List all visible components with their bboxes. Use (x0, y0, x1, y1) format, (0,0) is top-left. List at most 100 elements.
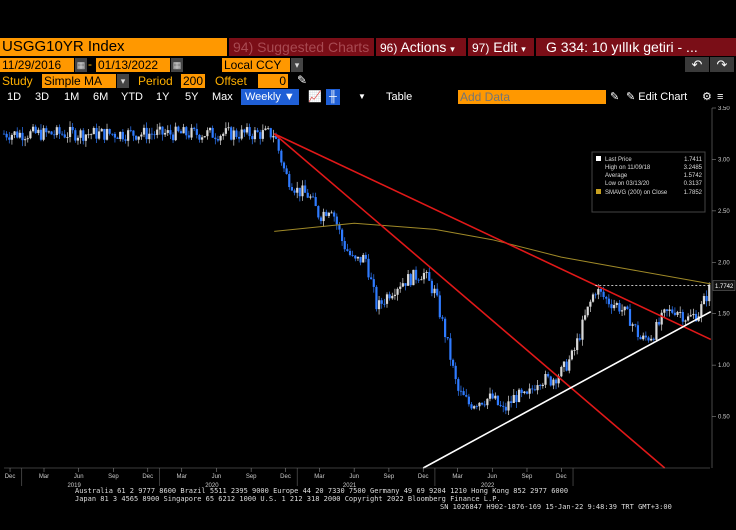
year-label: 2022 (481, 483, 495, 489)
candle-body (708, 284, 711, 302)
candle-body (66, 137, 69, 138)
candle-body (164, 132, 167, 135)
candle-body (314, 197, 317, 207)
candle-body (24, 139, 27, 141)
candle-body (502, 405, 505, 407)
pencil-icon[interactable]: ✎ (297, 73, 308, 87)
study-bar: Study Simple MA ▾ Period 200 Offset 0 ✎ (0, 73, 736, 88)
candle-body (156, 129, 159, 135)
candle-body (90, 134, 93, 135)
tab-1y[interactable]: 1Y (156, 91, 170, 103)
candle-body (399, 286, 402, 289)
candle-body (597, 288, 600, 295)
tab-max[interactable]: Max (212, 91, 233, 103)
candle-body (277, 138, 280, 151)
candle-body (195, 128, 198, 135)
candle-body (573, 350, 576, 351)
suggested-charts-button[interactable]: 94) Suggested Charts (229, 38, 374, 56)
candle-body (436, 288, 439, 296)
frequency-select[interactable]: Weekly ▼ (241, 89, 299, 105)
candle-body (311, 196, 315, 198)
period-field[interactable]: 200 (181, 74, 205, 88)
chevron-down-icon[interactable]: ▾ (117, 74, 129, 88)
tab-5y[interactable]: 5Y (185, 91, 199, 103)
candle-body (348, 250, 352, 256)
candle-body (401, 283, 404, 287)
tab-1d[interactable]: 1D (7, 91, 22, 103)
candle-body (465, 395, 468, 397)
price-chart[interactable]: 1.7742 3.50 3.00 2.50 2.00 1.50 1.00 0.50 Dec Ma… (0, 106, 736, 490)
end-date-field[interactable]: 01/13/2022 (96, 58, 170, 72)
legend-high-value: 3.2485 (684, 165, 703, 171)
edit-chart-button[interactable]: ✎ Edit Chart (626, 91, 688, 103)
candle-chart-icon[interactable]: ╫ (326, 89, 340, 105)
candle-body (253, 130, 257, 140)
candle-body (171, 134, 175, 141)
settings-icon[interactable]: ⚙ (702, 91, 712, 103)
chevron-down-icon[interactable]: ▾ (291, 58, 303, 72)
candle-body (414, 269, 418, 280)
date-range-bar: 11/29/2016 ▦ - 01/13/2022 ▦ Local CCY ▾ … (0, 57, 736, 72)
candle-body (359, 256, 362, 263)
currency-select[interactable]: Local CCY (222, 58, 290, 72)
calendar-icon[interactable]: ▦ (75, 58, 87, 72)
start-date-field[interactable]: 11/29/2016 (0, 58, 74, 72)
candle-body (541, 384, 544, 387)
candle-body (288, 174, 291, 188)
candle-body (272, 135, 275, 138)
line-chart-icon[interactable]: 📈 (308, 91, 322, 103)
resistance-trendline-steep (273, 133, 666, 469)
candle-body (639, 337, 642, 340)
sma-line (274, 222, 711, 285)
candle-body (319, 217, 323, 222)
tab-ytd[interactable]: YTD (121, 91, 143, 103)
candle-body (301, 185, 304, 197)
candle-body (626, 306, 629, 310)
candle-body (615, 303, 618, 305)
redo-icon[interactable]: ↷ (710, 57, 734, 72)
calendar-icon[interactable]: ▦ (171, 58, 183, 72)
add-data-input[interactable] (458, 90, 606, 104)
study-type-select[interactable]: Simple MA (42, 74, 116, 88)
candle-body (636, 325, 640, 338)
candle-body (547, 373, 550, 377)
edit-chart-label: Edit Chart (638, 91, 688, 103)
table-button[interactable]: Table (386, 91, 413, 103)
x-tick-label: Dec (418, 474, 429, 480)
offset-field[interactable]: 0 (258, 74, 288, 88)
actions-button[interactable]: 96) Actions ▾ (376, 38, 466, 56)
chevron-down-icon[interactable]: ▼ (358, 92, 366, 101)
candle-body (584, 315, 587, 320)
candle-body (309, 196, 312, 198)
candle-body (657, 321, 661, 325)
candle-body (407, 274, 410, 286)
year-label: 2019 (67, 483, 81, 489)
candle-body (446, 337, 449, 339)
candle-body (261, 130, 264, 139)
y-tick-label: 2.00 (718, 260, 730, 266)
candle-body (536, 385, 539, 391)
candle-body (668, 309, 671, 312)
candle-body (628, 309, 632, 326)
candle-body (523, 391, 526, 394)
chart-title[interactable]: G 334: 10 yıllık getiri - ... (536, 38, 736, 56)
candle-body (338, 224, 341, 230)
candle-body (420, 279, 423, 281)
x-tick-label: Jun (349, 474, 359, 480)
undo-icon[interactable]: ↶ (685, 57, 709, 72)
candle-body (201, 137, 204, 140)
menu-icon[interactable]: ≡ (717, 91, 724, 103)
tab-3d[interactable]: 3D (35, 91, 50, 103)
candle-body (214, 137, 217, 140)
tab-6m[interactable]: 6M (93, 91, 109, 103)
candle-body (520, 389, 523, 394)
candle-body (480, 402, 484, 405)
edit-button[interactable]: 97) Edit ▾ (468, 38, 534, 56)
candle-body (116, 137, 119, 139)
candle-body (340, 229, 344, 242)
ticker-field[interactable]: USGG10YR Index (0, 38, 227, 56)
tab-1m[interactable]: 1M (64, 91, 80, 103)
pencil-icon[interactable]: ✎ (610, 91, 620, 103)
candle-body (285, 168, 288, 175)
candle-body (457, 379, 460, 391)
